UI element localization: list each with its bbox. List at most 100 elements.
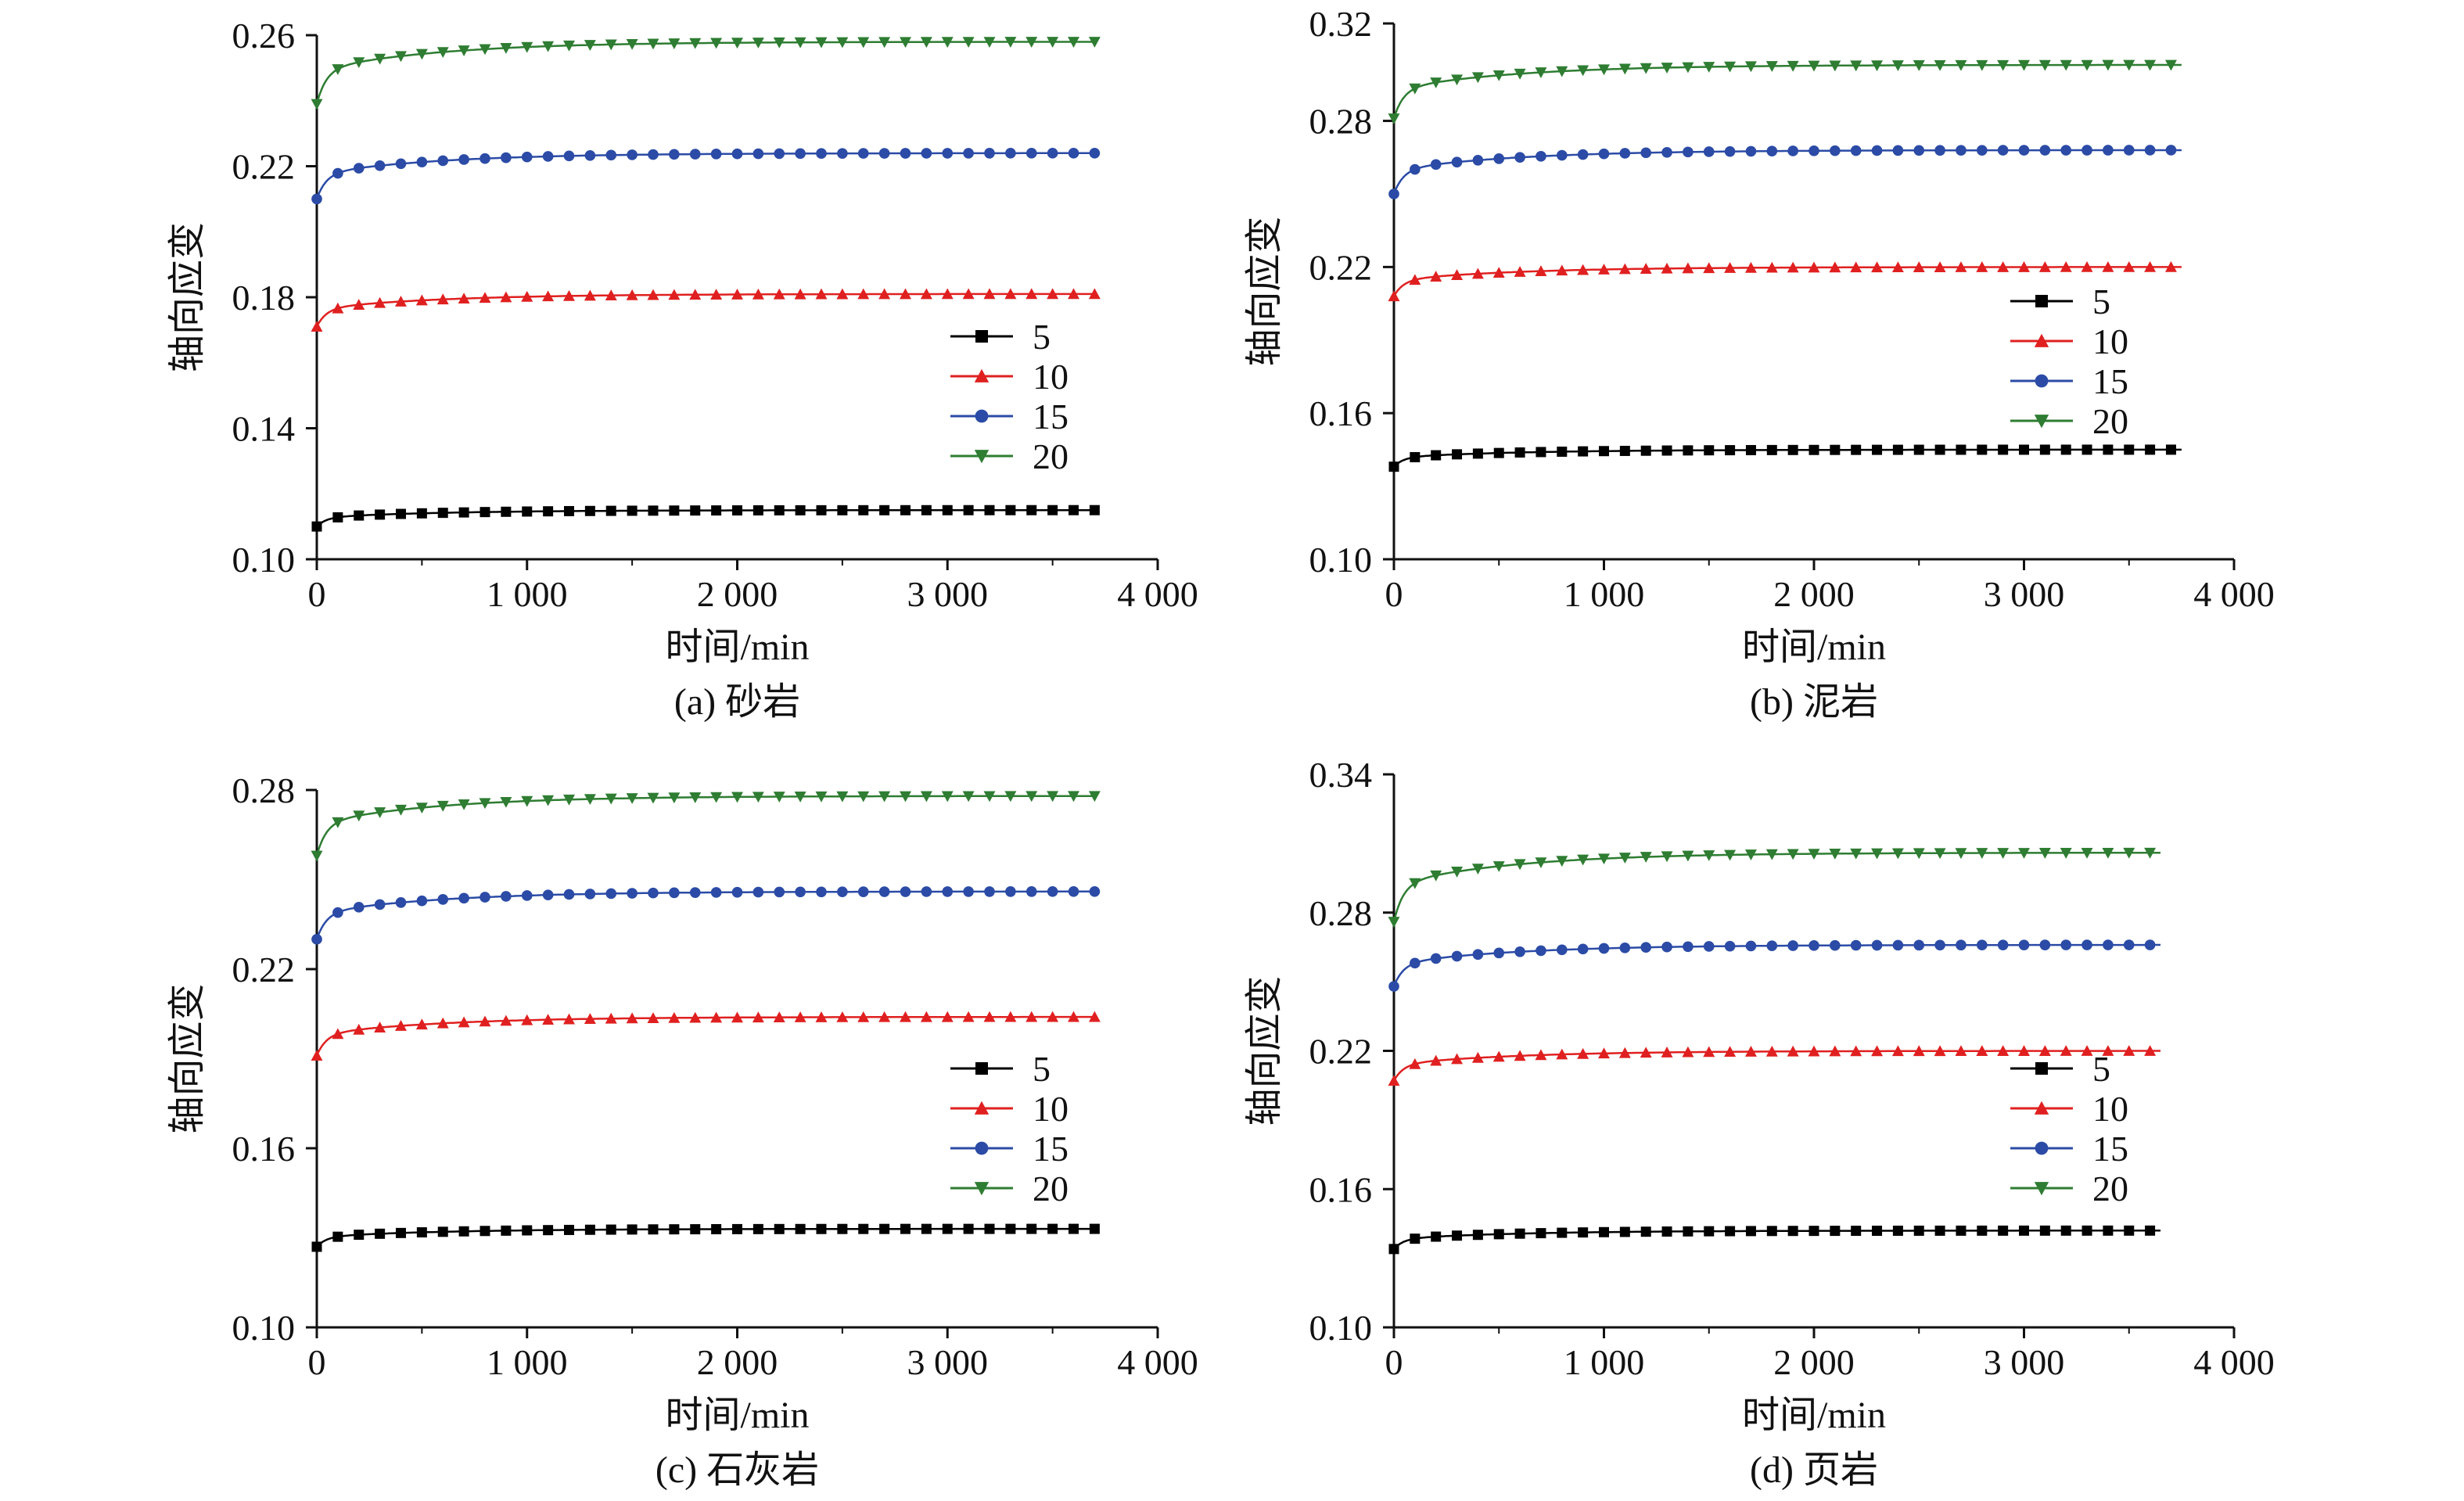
data-point — [395, 158, 407, 170]
data-point — [542, 795, 555, 806]
data-point — [2102, 59, 2114, 71]
data-point — [1997, 848, 2010, 859]
data-point — [962, 288, 975, 300]
series-line — [1392, 943, 2160, 987]
legend-label: 5 — [2092, 1049, 2110, 1089]
y-tick-label: 0.16 — [1309, 393, 1373, 433]
data-point — [690, 505, 701, 516]
legend-marker — [2035, 295, 2048, 307]
data-point — [1934, 444, 1945, 455]
data-point — [1410, 163, 1421, 175]
data-point — [1430, 271, 1442, 282]
data-point — [836, 37, 849, 48]
data-point — [396, 1227, 406, 1238]
data-point — [668, 289, 681, 300]
data-point — [1556, 1048, 1568, 1060]
data-point — [1682, 1046, 1694, 1058]
data-point — [689, 792, 702, 803]
data-point — [2145, 444, 2156, 455]
data-point — [2018, 939, 2030, 950]
data-point — [437, 894, 449, 905]
data-point — [942, 148, 954, 159]
data-point — [1388, 461, 1399, 472]
y-tick-label: 0.16 — [1309, 1169, 1373, 1209]
data-point — [2123, 59, 2135, 71]
data-point — [479, 798, 491, 810]
data-point — [2081, 939, 2092, 950]
data-point — [878, 288, 891, 300]
x-tick-label: 0 — [308, 1342, 326, 1382]
series-line — [315, 890, 1095, 940]
data-point — [1599, 1226, 1609, 1237]
data-point — [1997, 1045, 2010, 1056]
data-point — [1682, 262, 1694, 274]
data-point — [1829, 60, 1841, 72]
data-point — [1388, 917, 1400, 928]
data-point — [1744, 1046, 1757, 1057]
data-point — [1514, 859, 1526, 871]
data-point — [1452, 1230, 1463, 1241]
data-point — [2039, 444, 2050, 455]
data-point — [374, 53, 386, 65]
data-point — [668, 1011, 681, 1023]
data-point — [731, 886, 743, 898]
series-5 — [311, 505, 1100, 532]
data-point — [1618, 1047, 1631, 1058]
data-point — [1976, 261, 1988, 272]
data-point — [2123, 1045, 2135, 1056]
data-point — [1514, 946, 1525, 957]
data-point — [1598, 943, 1610, 954]
data-point — [1830, 939, 1841, 951]
data-point — [711, 1223, 722, 1234]
y-tick-label: 0.28 — [1309, 893, 1373, 933]
data-point — [1451, 866, 1464, 878]
data-point — [1535, 265, 1547, 276]
data-point — [2103, 444, 2114, 455]
y-tick-label: 0.18 — [232, 278, 296, 318]
data-point — [1472, 1230, 1483, 1241]
data-point — [1997, 939, 2009, 951]
data-point — [1619, 148, 1631, 159]
y-tick-label: 0.22 — [232, 147, 296, 187]
data-point — [1724, 849, 1737, 861]
data-point — [1976, 848, 1988, 860]
data-point — [1892, 939, 1904, 951]
data-point — [1640, 147, 1652, 159]
data-point — [731, 148, 743, 160]
data-point — [1913, 1045, 1925, 1057]
data-point — [1850, 939, 1862, 951]
data-point — [1892, 145, 1904, 156]
data-point — [626, 289, 638, 300]
data-point — [648, 149, 659, 160]
data-point — [436, 800, 449, 812]
data-point — [857, 148, 869, 159]
y-tick-label: 0.10 — [1309, 540, 1373, 580]
data-point — [605, 1224, 616, 1235]
data-point — [1765, 1045, 1778, 1057]
x-tick-label: 4 000 — [1117, 1342, 1198, 1382]
data-point — [458, 507, 469, 518]
data-point — [1913, 60, 1925, 71]
data-point — [710, 792, 723, 803]
data-point — [1598, 264, 1610, 275]
data-point — [1976, 1045, 1988, 1057]
data-point — [1088, 288, 1101, 300]
data-point — [1913, 444, 1924, 455]
data-point — [332, 167, 343, 179]
data-point — [1955, 848, 1967, 860]
data-point — [1787, 60, 1799, 72]
data-point — [626, 38, 638, 50]
series-line — [1392, 851, 2161, 922]
data-point — [542, 41, 555, 52]
data-point — [1557, 446, 1568, 457]
series-line — [316, 508, 1095, 527]
data-point — [458, 1226, 469, 1237]
data-point — [1998, 1225, 2009, 1236]
y-tick-label: 0.26 — [232, 16, 296, 56]
legend-label: 5 — [1033, 1049, 1051, 1089]
data-point — [480, 1226, 490, 1237]
data-point — [1005, 148, 1016, 159]
data-point — [1787, 261, 1799, 273]
y-tick-label: 0.22 — [1309, 1032, 1373, 1072]
data-point — [2060, 1045, 2072, 1056]
